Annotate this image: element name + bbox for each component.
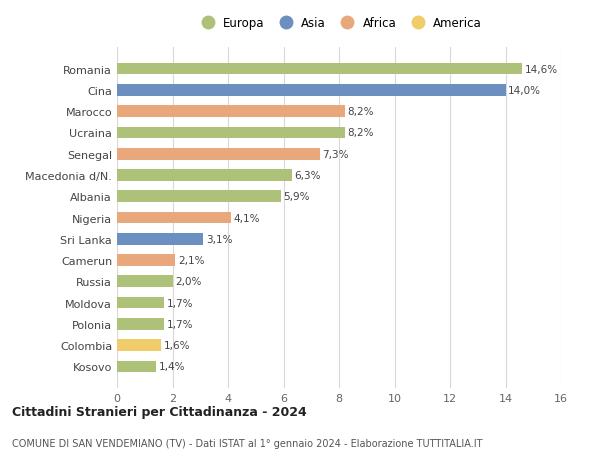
Bar — [117, 234, 203, 245]
Bar — [117, 127, 344, 139]
Text: 5,9%: 5,9% — [284, 192, 310, 202]
Text: 1,7%: 1,7% — [167, 319, 193, 329]
Text: 8,2%: 8,2% — [347, 107, 374, 117]
Bar — [117, 297, 164, 309]
Text: 1,4%: 1,4% — [158, 362, 185, 372]
Bar — [117, 340, 161, 351]
Bar — [117, 276, 173, 287]
Bar — [117, 85, 505, 96]
Text: 14,6%: 14,6% — [525, 64, 558, 74]
Text: 6,3%: 6,3% — [295, 171, 321, 180]
Bar — [117, 191, 281, 202]
Bar — [117, 361, 156, 372]
Text: Cittadini Stranieri per Cittadinanza - 2024: Cittadini Stranieri per Cittadinanza - 2… — [12, 405, 307, 419]
Legend: Europa, Asia, Africa, America: Europa, Asia, Africa, America — [196, 17, 482, 30]
Text: 1,6%: 1,6% — [164, 341, 191, 350]
Bar — [117, 318, 164, 330]
Bar — [117, 170, 292, 181]
Text: 7,3%: 7,3% — [322, 149, 349, 159]
Text: 4,1%: 4,1% — [233, 213, 260, 223]
Bar — [117, 212, 231, 224]
Bar — [117, 64, 522, 75]
Text: 8,2%: 8,2% — [347, 128, 374, 138]
Bar — [117, 149, 320, 160]
Text: 2,1%: 2,1% — [178, 256, 205, 265]
Bar — [117, 255, 175, 266]
Text: 14,0%: 14,0% — [508, 86, 541, 95]
Text: 2,0%: 2,0% — [175, 277, 202, 287]
Bar — [117, 106, 344, 118]
Text: 3,1%: 3,1% — [206, 234, 232, 244]
Text: COMUNE DI SAN VENDEMIANO (TV) - Dati ISTAT al 1° gennaio 2024 - Elaborazione TUT: COMUNE DI SAN VENDEMIANO (TV) - Dati IST… — [12, 438, 482, 448]
Text: 1,7%: 1,7% — [167, 298, 193, 308]
